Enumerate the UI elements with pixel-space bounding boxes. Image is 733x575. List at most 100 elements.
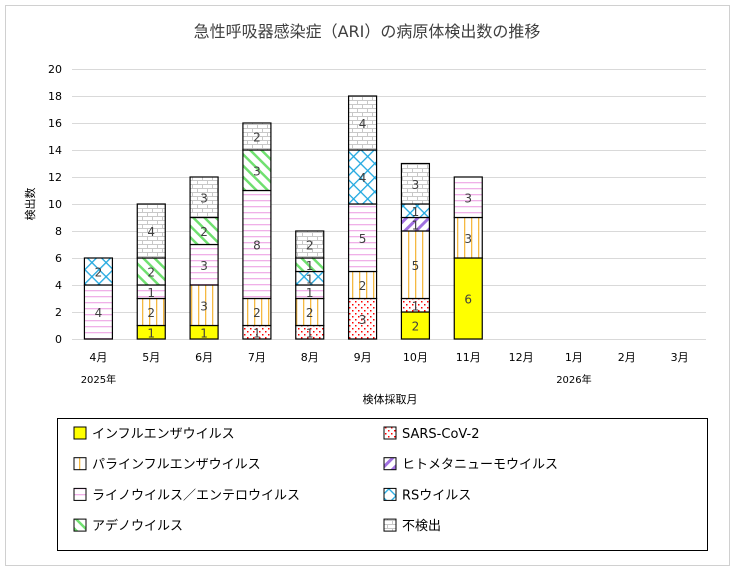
bar-segment: [347, 95, 378, 151]
data-label: 4: [359, 117, 367, 131]
data-label: 8: [253, 239, 261, 253]
legend-label: アデノウイルス: [92, 518, 183, 534]
bar-segment: [400, 230, 431, 300]
legend-swatch: [383, 518, 397, 532]
y-tick-label: 16: [48, 117, 62, 130]
y-tick-label: 10: [48, 198, 62, 211]
y-tick-label: 8: [55, 225, 62, 238]
data-label: 3: [253, 164, 261, 178]
y-tick-label: 4: [55, 279, 62, 292]
data-label: 1: [306, 259, 314, 273]
data-label: 2: [200, 225, 208, 239]
data-label: 1: [306, 326, 314, 340]
bar-segment: [242, 122, 272, 151]
x-tick-label: 4月: [89, 351, 107, 364]
bar-segment: [453, 257, 483, 340]
data-label: 3: [464, 232, 472, 246]
x-tick-label: 9月: [354, 351, 372, 364]
bar-segment: [189, 243, 219, 286]
y-axis-label: 検出数: [23, 188, 37, 221]
legend-label: パラインフルエンザウイルス: [92, 458, 261, 473]
legend-swatch: [73, 487, 87, 501]
x-tick-label: 8月: [301, 351, 319, 364]
y-tick-label: 6: [55, 252, 62, 265]
data-label: 5: [412, 259, 420, 273]
data-label: 2: [306, 239, 314, 253]
legend-label: SARS-CoV-2: [402, 427, 480, 442]
legend-swatch: [383, 487, 397, 501]
data-label: 2: [147, 266, 155, 280]
x-tick-label: 2月: [618, 351, 636, 364]
bar-segment: [189, 176, 219, 219]
legend-swatch: [73, 457, 87, 471]
data-label: 3: [359, 313, 367, 327]
bar-segment: [136, 297, 166, 327]
x-tick-label: 11月: [456, 351, 481, 364]
data-label: 1: [306, 272, 314, 286]
y-tick-label: 2: [55, 306, 62, 319]
legend-swatch: [383, 457, 397, 471]
data-label: 3: [200, 191, 208, 205]
legend-label: 不検出: [402, 519, 441, 534]
chart-title: 急性呼吸器感染症（ARI）の病原体検出数の推移: [194, 22, 541, 41]
data-label: 4: [95, 306, 103, 320]
data-label: 2: [147, 306, 155, 320]
bar-segment: [136, 257, 166, 286]
bar-segment: [400, 162, 431, 205]
data-label: 2: [306, 306, 314, 320]
data-label: 4: [359, 171, 367, 185]
y-tick-label: 18: [48, 90, 62, 103]
y-tick-label: 12: [48, 171, 62, 184]
data-label: 1: [306, 286, 314, 300]
data-label: 3: [200, 259, 208, 273]
y-tick-label: 14: [48, 144, 62, 157]
data-label: 4: [147, 225, 155, 239]
legend-swatch: [73, 518, 87, 532]
data-label: 2: [95, 266, 103, 280]
x-tick-label: 10月: [403, 351, 428, 364]
bar-segment: [453, 216, 483, 259]
bar-segment: [295, 230, 325, 259]
data-label: 6: [464, 293, 472, 307]
x-axis-label: 検体採取月: [363, 392, 418, 406]
data-label: 1: [147, 326, 155, 340]
bar-segment: [189, 216, 219, 246]
data-label: 2: [359, 279, 367, 293]
data-label: 1: [412, 299, 420, 313]
data-label: 3: [200, 299, 208, 313]
data-label: 1: [412, 218, 420, 232]
bar-segment: [83, 284, 114, 340]
legend-box: [57, 418, 708, 551]
year-label: 2025年: [81, 373, 116, 386]
legend-label: ヒトメタニューモウイルス: [402, 458, 558, 473]
x-tick-label: 5月: [142, 351, 160, 364]
data-label: 3: [412, 178, 420, 192]
x-tick-label: 12月: [509, 351, 534, 364]
data-label: 1: [200, 326, 208, 340]
data-label: 1: [253, 326, 261, 340]
bar-segment: [83, 257, 114, 286]
bar-segment: [400, 311, 431, 340]
x-tick-label: 7月: [248, 351, 266, 364]
legend-label: ライノウイルス／エンテロウイルス: [92, 488, 300, 503]
x-tick-label: 1月: [565, 351, 583, 364]
bar-segment: [347, 203, 378, 273]
bar-segment: [189, 284, 219, 327]
legend-swatch: [383, 426, 397, 440]
data-label: 2: [253, 131, 261, 145]
legend-label: インフルエンザウイルス: [92, 427, 235, 442]
data-label: 5: [359, 232, 367, 246]
x-tick-label: 3月: [671, 351, 689, 364]
data-label: 3: [464, 191, 472, 205]
data-label: 1: [147, 286, 155, 300]
data-label: 1: [412, 205, 420, 219]
bar-segment: [242, 149, 272, 192]
bar-segment: [136, 203, 166, 259]
year-label: 2026年: [556, 373, 591, 386]
data-label: 2: [412, 320, 420, 334]
legend-swatch: [73, 426, 87, 440]
bar-segment: [453, 176, 483, 219]
y-tick-label: 20: [48, 63, 62, 76]
